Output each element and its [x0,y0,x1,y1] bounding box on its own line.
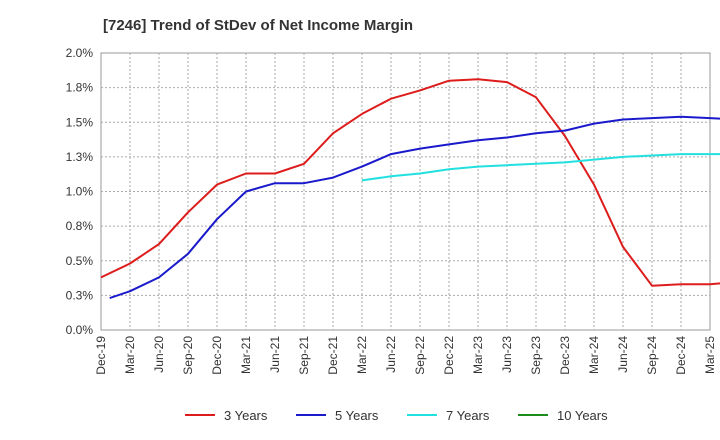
y-tick-label: 1.5% [66,115,94,129]
x-tick-label: Mar-24 [587,336,601,374]
y-tick-label: 1.0% [66,185,94,199]
x-tick-label: Mar-25 [703,336,717,374]
y-tick-label: 0.3% [66,288,94,302]
x-tick-label: Sep-20 [181,336,195,375]
x-tick-label: Dec-19 [94,336,108,375]
x-tick-label: Jun-20 [152,336,166,373]
legend-label: 5 Years [335,408,379,423]
x-tick-label: Jun-24 [616,336,630,373]
x-tick-label: Sep-21 [297,336,311,375]
series-line-2 [109,115,720,300]
legend: 3 Years 5 Years 7 Years 10 Years [185,408,608,423]
y-tick-label: 0.0% [66,323,94,337]
y-tick-label: 0.8% [66,219,94,233]
y-tick-label: 0.5% [66,254,94,268]
y-tick-label: 2.0% [66,46,94,60]
x-tick-label: Dec-23 [558,336,572,375]
chart-title: [7246] Trend of StDev of Net Income Marg… [103,17,413,34]
x-tick-label: Dec-22 [442,336,456,375]
y-tick-label: 1.3% [66,150,94,164]
legend-label: 7 Years [446,408,490,423]
x-tick-label: Mar-23 [471,336,485,374]
series-line-3 [361,153,720,182]
x-tick-label: Sep-23 [529,336,543,375]
x-tick-label: Jun-22 [384,336,398,373]
x-axis: Dec-19 Mar-20 Jun-20 Sep-20 Dec-20 Mar-21 Jun-… [94,336,717,375]
x-tick-label: Dec-20 [210,336,224,375]
x-tick-label: Sep-22 [413,336,427,375]
y-tick-label: 1.8% [66,81,94,95]
x-tick-label: Sep-24 [645,336,659,375]
x-tick-label: Mar-20 [123,336,137,374]
x-tick-label: Mar-22 [355,336,369,374]
series-line-1 [100,78,720,287]
x-tick-label: Dec-24 [674,336,688,375]
series-lines [100,78,720,300]
x-tick-label: Jun-21 [268,336,282,373]
grid [101,53,710,330]
legend-label: 10 Years [557,408,608,423]
x-tick-label: Dec-21 [326,336,340,375]
x-tick-label: Jun-23 [500,336,514,373]
x-tick-label: Mar-21 [239,336,253,374]
y-axis: 0.0% 0.3% 0.5% 0.8% 1.0% 1.3% 1.5% 1.8% 2.0% [66,46,94,337]
legend-label: 3 Years [224,408,268,423]
